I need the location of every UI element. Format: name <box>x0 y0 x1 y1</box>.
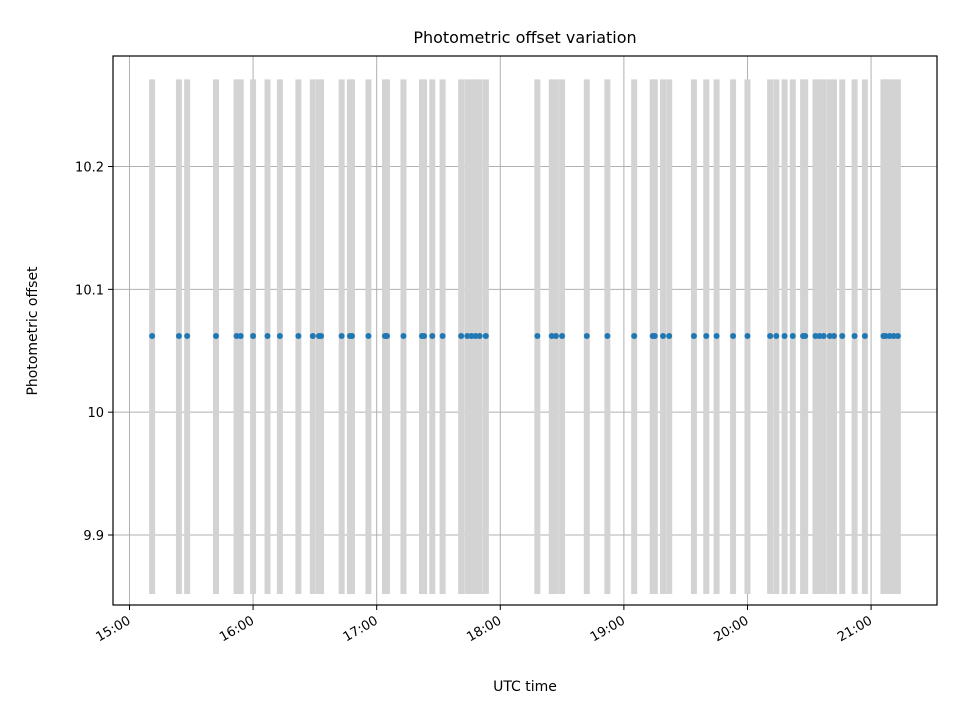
data-point <box>882 333 889 340</box>
x-axis-label: UTC time <box>493 679 557 695</box>
data-point <box>894 333 901 340</box>
plot-frame <box>112 55 938 606</box>
y-axis-label: Photometric offset <box>25 266 41 396</box>
data-point <box>583 333 590 340</box>
data-point <box>175 333 182 340</box>
data-point <box>651 333 658 340</box>
data-point <box>400 333 407 340</box>
data-point <box>464 333 471 340</box>
data-point <box>548 333 555 340</box>
data-point <box>295 333 302 340</box>
data-point <box>276 333 283 340</box>
data-point <box>744 333 751 340</box>
data-point <box>812 333 819 340</box>
data-point <box>552 333 559 340</box>
data-point <box>318 333 325 340</box>
data-point <box>730 333 737 340</box>
y-tick-label: 9.9 <box>83 529 104 544</box>
data-point <box>713 333 720 340</box>
data-point <box>820 333 827 340</box>
data-point <box>890 333 897 340</box>
data-point <box>773 333 780 340</box>
data-point <box>767 333 774 340</box>
data-point <box>690 333 697 340</box>
y-tick-label: 10.1 <box>75 283 104 298</box>
data-point <box>666 333 673 340</box>
chart-title: Photometric offset variation <box>413 28 636 47</box>
data-point <box>476 333 483 340</box>
data-point <box>781 333 788 340</box>
data-point <box>184 333 191 340</box>
data-point <box>861 333 868 340</box>
data-point <box>534 333 541 340</box>
data-point <box>237 333 244 340</box>
y-tick-label: 10.2 <box>75 161 104 176</box>
data-points <box>149 333 901 340</box>
data-point <box>149 333 156 340</box>
data-point <box>365 333 372 340</box>
y-tick-label: 10 <box>87 406 104 421</box>
y-axis-ticks: 9.9 10 10.1 10.2 <box>75 161 113 544</box>
data-point <box>789 333 796 340</box>
data-point <box>233 333 240 340</box>
data-point <box>468 333 475 340</box>
data-point <box>831 333 837 340</box>
data-point <box>338 333 345 340</box>
data-point <box>482 333 489 340</box>
data-point <box>703 333 710 340</box>
data-point <box>559 333 566 340</box>
data-point <box>604 333 611 340</box>
data-point <box>631 333 638 340</box>
data-point <box>816 333 823 340</box>
data-point <box>826 333 833 340</box>
data-point <box>660 333 667 340</box>
data-point <box>886 333 893 340</box>
data-point <box>458 333 465 340</box>
data-point <box>348 333 355 340</box>
data-point <box>213 333 219 340</box>
data-point <box>472 333 479 340</box>
data-point <box>383 333 390 340</box>
data-point <box>839 333 846 340</box>
data-point <box>439 333 446 340</box>
data-point <box>250 333 257 340</box>
data-point <box>851 333 858 340</box>
data-point <box>421 333 428 340</box>
data-point <box>309 333 316 340</box>
data-point <box>264 333 271 340</box>
data-point <box>429 333 436 340</box>
data-point <box>802 333 809 340</box>
